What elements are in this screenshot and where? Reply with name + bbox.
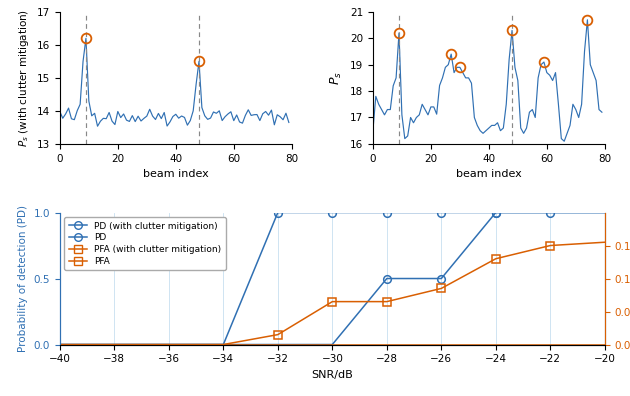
X-axis label: SNR/dB: SNR/dB bbox=[311, 370, 353, 380]
Y-axis label: $P_s$ (with clutter mitigation): $P_s$ (with clutter mitigation) bbox=[17, 9, 32, 147]
X-axis label: beam index: beam index bbox=[456, 169, 522, 179]
Legend: PD (with clutter mitigation), PD, PFA (with clutter mitigation), PFA: PD (with clutter mitigation), PD, PFA (w… bbox=[64, 217, 226, 270]
Y-axis label: Probability of detection (PD): Probability of detection (PD) bbox=[18, 205, 28, 352]
X-axis label: beam index: beam index bbox=[143, 169, 209, 179]
Y-axis label: $P_s$: $P_s$ bbox=[329, 71, 345, 85]
